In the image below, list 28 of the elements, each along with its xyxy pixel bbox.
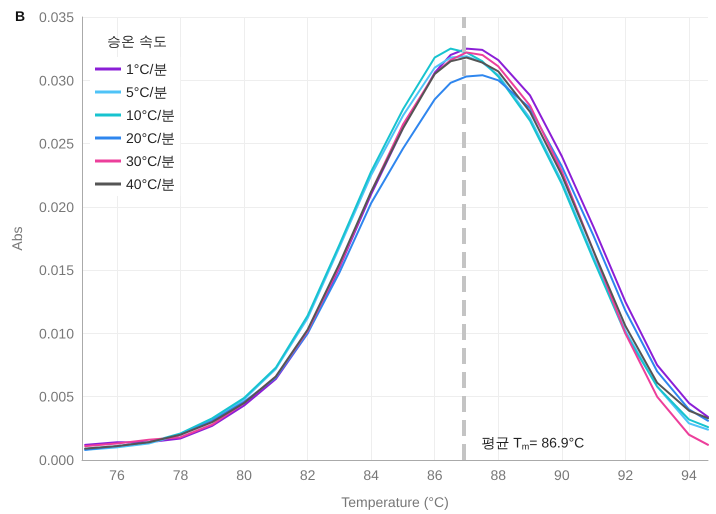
x-tick-label: 86 [426, 467, 443, 483]
y-tick-label: 0.000 [38, 452, 74, 468]
legend-label: 40°C/분 [126, 176, 176, 192]
y-tick-label: 0.035 [38, 9, 74, 25]
y-tick-label: 0.025 [38, 136, 74, 152]
legend-label: 1°C/분 [126, 61, 168, 77]
y-tick-label: 0.005 [38, 388, 74, 405]
y-tick-label: 0.015 [38, 262, 74, 278]
x-tick-label: 78 [172, 467, 189, 483]
legend-title: 승온 속도 [107, 33, 167, 49]
x-tick-label: 84 [363, 467, 380, 483]
y-tick-label: 0.030 [38, 72, 74, 88]
legend-label: 5°C/분 [126, 84, 168, 100]
x-tick-label: 88 [490, 467, 506, 483]
chart-title: B [15, 8, 26, 24]
y-tick-label: 0.010 [38, 325, 74, 342]
y-tick-label: 0.020 [38, 198, 74, 215]
legend-label: 20°C/분 [126, 130, 176, 146]
x-tick-label: 82 [300, 467, 316, 483]
x-tick-label: 94 [681, 467, 697, 483]
x-tick-label: 92 [618, 467, 634, 483]
legend-label: 30°C/분 [126, 153, 176, 169]
x-axis-title: Temperature (°C) [341, 494, 449, 510]
x-tick-label: 80 [236, 467, 252, 483]
y-axis-title: Abs [9, 226, 25, 251]
x-tick-label: 76 [109, 467, 125, 483]
legend-label: 10°C/분 [126, 107, 176, 123]
x-tick-label: 90 [554, 467, 570, 483]
